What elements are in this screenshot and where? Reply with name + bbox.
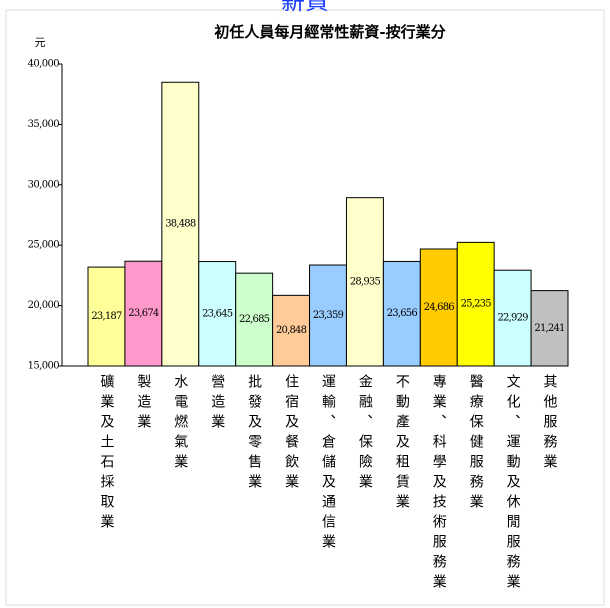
x-tick-label: 運輸、倉儲及通信業 [320, 374, 336, 554]
value-label: 25,235 [461, 299, 492, 310]
value-label: 24,686 [424, 302, 455, 313]
value-label: 23,359 [313, 310, 344, 321]
x-tick-label: 製造業 [135, 374, 151, 434]
value-label: 28,935 [350, 276, 381, 287]
y-tick-label: 30,000 [28, 179, 60, 190]
bar [493, 269, 532, 367]
x-tick-label: 礦業及土石採取業 [98, 373, 114, 534]
frame [5, 9, 605, 606]
value-label: 38,488 [165, 219, 196, 230]
y-tick-label: 25,000 [28, 240, 60, 251]
x-tick-label: 不動產及租賃業 [394, 374, 410, 514]
x-tick-label: 批發及零售業 [246, 374, 262, 494]
bar [87, 266, 126, 367]
y-tick-label: 40,000 [28, 59, 60, 70]
value-label: 23,656 [387, 308, 418, 319]
bar [272, 294, 311, 367]
x-tick-label: 醫療保健服務業 [468, 374, 484, 514]
x-tick-label: 專業、科學及技術服務業 [431, 374, 447, 594]
value-label: 22,685 [239, 314, 270, 325]
bar [530, 290, 569, 367]
bar [198, 261, 237, 367]
bar [124, 260, 163, 367]
page-heading: 薪資 [281, 0, 329, 15]
y-tick-label: 35,000 [28, 119, 60, 130]
x-tick-label: 水電燃氣業 [172, 374, 188, 474]
bar [161, 81, 200, 367]
x-tick-label: 其他服務業 [542, 374, 558, 474]
x-tick-label: 營造業 [209, 374, 225, 434]
value-label: 21,241 [534, 323, 564, 334]
x-tick-label: 金融、保險業 [357, 374, 373, 494]
y-axis-label: 元 [35, 36, 46, 49]
y-tick-label: 15,000 [28, 361, 60, 372]
value-label: 23,645 [202, 308, 233, 319]
bar [345, 197, 384, 367]
bar [419, 248, 458, 367]
x-tick-label: 住宿及餐飲業 [283, 374, 299, 494]
value-label: 23,674 [128, 308, 159, 319]
value-label: 20,848 [276, 325, 307, 336]
y-tick-label: 20,000 [28, 300, 60, 311]
value-label: 22,929 [498, 313, 529, 324]
x-tick-label: 文化、運動及休閒服務業 [505, 374, 521, 594]
value-label: 23,187 [91, 311, 122, 322]
chart-title: 初任人員每月經常性薪資-按行業分 [214, 23, 445, 41]
